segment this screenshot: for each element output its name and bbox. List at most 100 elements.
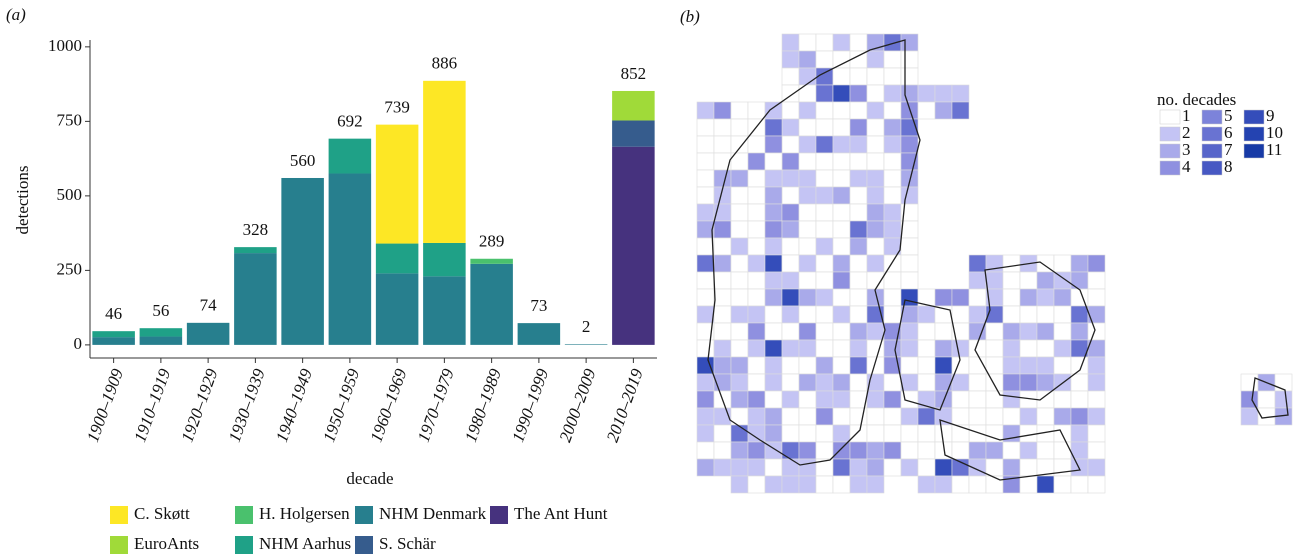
- map-cell: [798, 441, 817, 460]
- map-cell: [747, 339, 766, 358]
- map-cell: [900, 322, 919, 341]
- map-cell: [730, 203, 749, 222]
- map-cell: [1053, 390, 1072, 409]
- map-cell: [1002, 356, 1021, 375]
- map-cell: [968, 390, 987, 409]
- map-cell: [696, 356, 715, 375]
- map-cell: [832, 203, 851, 222]
- map-cell: [968, 407, 987, 426]
- map-cell: [1019, 322, 1038, 341]
- map-cell: [883, 288, 902, 307]
- map-cell: [798, 33, 817, 52]
- map-cell: [781, 152, 800, 171]
- legend-label: C. Skøtt: [134, 504, 190, 523]
- map-cell: [798, 186, 817, 205]
- map-cell: [713, 237, 732, 256]
- map-cell: [815, 33, 834, 52]
- bar-segment: [139, 328, 183, 337]
- map-cell: [781, 237, 800, 256]
- map-cell: [883, 152, 902, 171]
- map-cell: [951, 373, 970, 392]
- map-cell: [764, 305, 783, 324]
- map-cell: [747, 475, 766, 494]
- map-cell: [696, 220, 715, 239]
- bar-segment: [375, 243, 419, 274]
- map-cell: [1002, 288, 1021, 307]
- map-cell: [747, 407, 766, 426]
- map-cell: [900, 271, 919, 290]
- map-legend-title: no. decades: [1157, 90, 1236, 109]
- total-label: 46: [105, 304, 122, 323]
- map-cell: [798, 254, 817, 273]
- map-cell: [917, 373, 936, 392]
- map-cell: [1002, 254, 1021, 273]
- bar-segment: [234, 253, 277, 345]
- map-cell: [781, 67, 800, 86]
- map-cell: [781, 424, 800, 443]
- map-cell: [883, 84, 902, 103]
- map-cell: [798, 458, 817, 477]
- x-tick-label: 1900–1909: [83, 366, 127, 445]
- map-cell: [696, 407, 715, 426]
- map-cell: [832, 118, 851, 137]
- legend-label: The Ant Hunt: [514, 504, 608, 523]
- x-tick-label: 1940–1949: [272, 366, 316, 445]
- map-cell: [1036, 305, 1055, 324]
- map-cell: [730, 271, 749, 290]
- map-cell: [798, 271, 817, 290]
- total-label: 289: [479, 232, 505, 251]
- map-cell: [696, 458, 715, 477]
- map-cell: [1002, 305, 1021, 324]
- map-cell: [883, 373, 902, 392]
- map-cell: [985, 271, 1004, 290]
- map-cell: [849, 50, 868, 69]
- map-cell: [832, 356, 851, 375]
- map-cell: [832, 152, 851, 171]
- map-cell: [713, 118, 732, 137]
- map-cell: [1036, 339, 1055, 358]
- map-cell: [1087, 305, 1106, 324]
- map-cell: [985, 407, 1004, 426]
- legend-swatch: [1159, 160, 1181, 176]
- map-cell: [866, 135, 885, 154]
- bar-segment: [423, 80, 466, 243]
- map-cell: [1019, 271, 1038, 290]
- map-cell: [1070, 390, 1089, 409]
- map-cell: [1070, 305, 1089, 324]
- map-cell: [985, 373, 1004, 392]
- map-cell: [1087, 254, 1106, 273]
- map-cell: [747, 322, 766, 341]
- map-cell: [951, 390, 970, 409]
- map-cell: [985, 322, 1004, 341]
- map-cell: [866, 475, 885, 494]
- map-cell: [900, 441, 919, 460]
- map-cell: [1087, 322, 1106, 341]
- map-cell: [849, 322, 868, 341]
- map-cell: [883, 169, 902, 188]
- map-cell: [849, 237, 868, 256]
- map-cell: [815, 424, 834, 443]
- map-cell: [747, 152, 766, 171]
- map-cell: [815, 305, 834, 324]
- map-cell: [968, 475, 987, 494]
- map-cell: [747, 441, 766, 460]
- map-cell: [696, 271, 715, 290]
- bar-segment: [139, 336, 183, 345]
- map-cell: [1002, 407, 1021, 426]
- panel-label: (a): [6, 5, 26, 24]
- y-tick-label: 750: [57, 110, 83, 129]
- map-cell: [849, 254, 868, 273]
- map-cell: [1019, 458, 1038, 477]
- map-cell: [730, 458, 749, 477]
- map-cell: [730, 441, 749, 460]
- map-cell: [900, 288, 919, 307]
- map-cell: [917, 407, 936, 426]
- legend-swatch: [1159, 143, 1181, 159]
- map-cell: [866, 441, 885, 460]
- total-label: 56: [152, 301, 169, 320]
- map-cell: [764, 101, 783, 120]
- bar-segment: [375, 273, 419, 345]
- map-cell: [764, 152, 783, 171]
- map-cell: [832, 84, 851, 103]
- map-cell: [781, 169, 800, 188]
